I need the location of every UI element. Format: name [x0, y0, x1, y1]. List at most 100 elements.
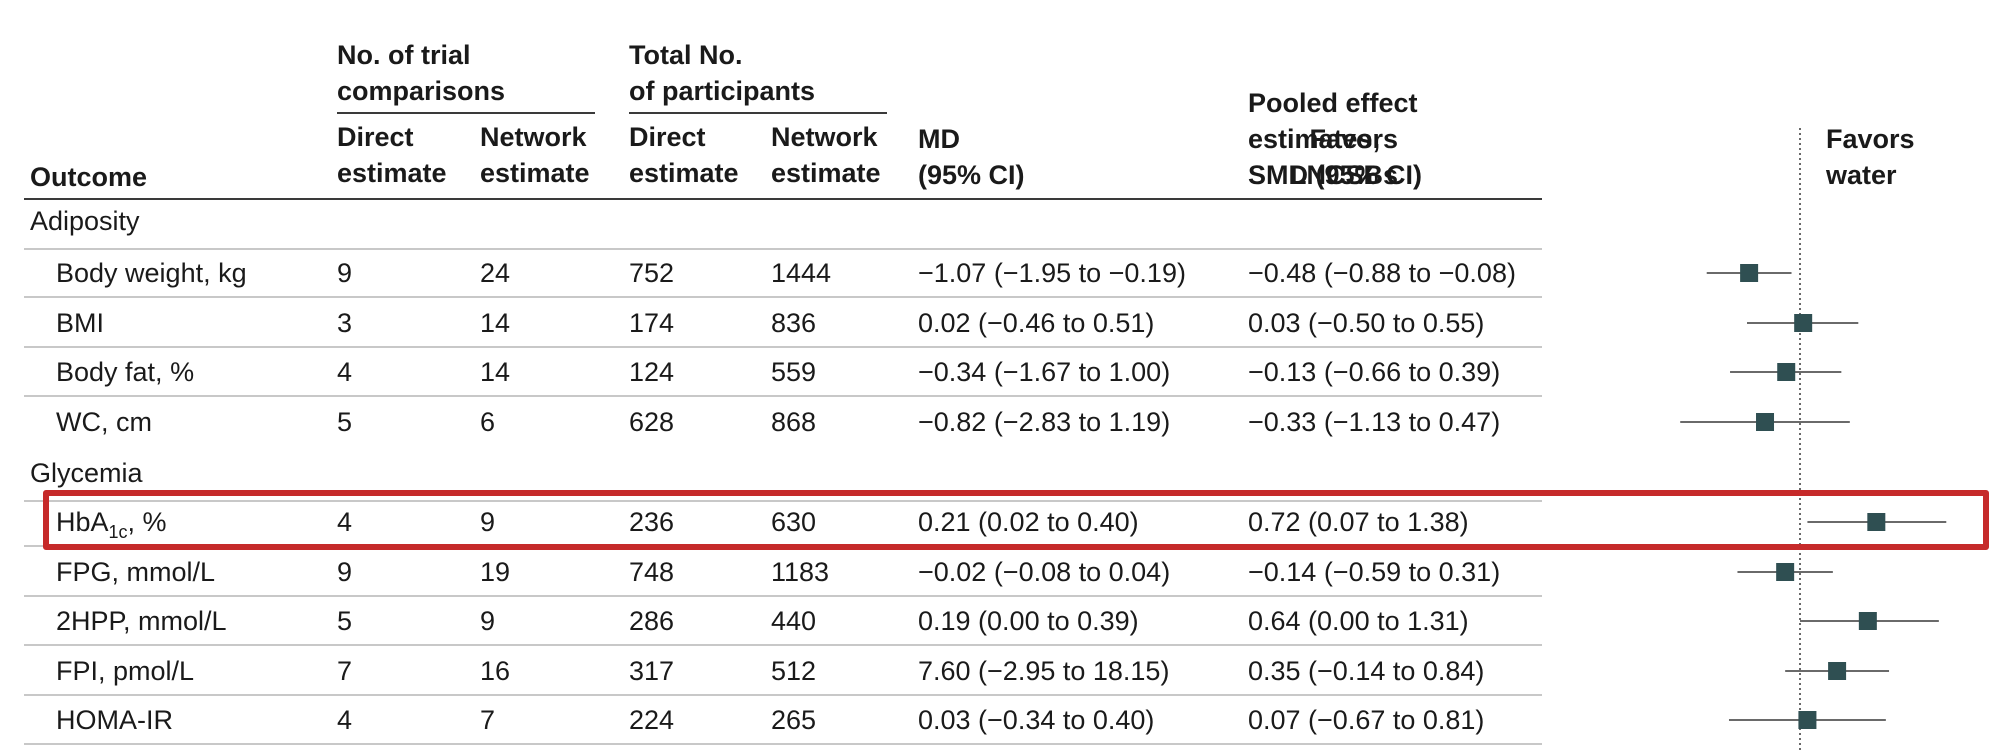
part-network-header-line1: Network [771, 122, 878, 152]
outcome-cell: HbA1c, % [56, 505, 167, 541]
outcome-cell: HOMA-IR [56, 703, 173, 737]
outcome-cell: Body weight, kg [56, 256, 247, 290]
effect-marker [1794, 314, 1813, 332]
outcome-label: HOMA-IR [56, 705, 173, 735]
highlight-box [43, 490, 1989, 550]
favors-right-line2: water [1826, 160, 1897, 190]
part-network-cell: 559 [771, 357, 817, 387]
md-cell: −0.82 (−2.83 to 1.19) [918, 407, 1171, 437]
part-direct-cell: 748 [629, 557, 675, 587]
effect-marker [1858, 612, 1877, 630]
trial-direct-cell: 4 [337, 507, 353, 537]
effect-marker [1798, 711, 1817, 729]
participants-group-rule [629, 112, 887, 114]
part-network-cell: 265 [771, 705, 817, 735]
trial-direct-cell: 4 [337, 705, 353, 735]
trial-network-cell: 9 [480, 606, 496, 636]
outcome-header: Outcome [30, 162, 148, 192]
trial-direct-cell: 9 [337, 258, 353, 288]
smd-cell: 0.64 (0.00 to 1.31) [1248, 606, 1469, 636]
trial-network-cell: 6 [480, 407, 496, 437]
outcome-label: Body weight, kg [56, 258, 247, 288]
effect-marker [1777, 363, 1796, 381]
outcome-cell: 2HPP, mmol/L [56, 604, 227, 638]
part-network-cell: 1183 [771, 557, 830, 587]
trial-group-header-line1: No. of trial [337, 40, 471, 70]
effect-marker [1740, 264, 1759, 282]
part-direct-cell: 752 [629, 258, 675, 288]
trial-network-cell: 7 [480, 705, 496, 735]
row-separator [24, 248, 1542, 250]
row-separator [24, 500, 1542, 502]
md-cell: 0.19 (0.00 to 0.39) [918, 606, 1139, 636]
part-direct-cell: 317 [629, 656, 675, 686]
trial-network-header-line2: estimate [480, 158, 590, 188]
smd-cell: 0.07 (−0.67 to 0.81) [1248, 705, 1485, 735]
outcome-cell: WC, cm [56, 405, 152, 439]
md-cell: 0.03 (−0.34 to 0.40) [918, 705, 1155, 735]
smd-cell: 0.72 (0.07 to 1.38) [1248, 507, 1469, 537]
outcome-label: Body fat, % [56, 357, 195, 387]
outcome-label: WC, cm [56, 407, 152, 437]
outcome-cell: BMI [56, 306, 104, 340]
md-header-line1: MD [918, 124, 960, 154]
outcome-label: 2HPP, mmol/L [56, 606, 227, 636]
md-cell: 7.60 (−2.95 to 18.15) [918, 656, 1170, 686]
part-direct-header-line2: estimate [629, 158, 739, 188]
row-separator [24, 694, 1542, 696]
part-network-cell: 440 [771, 606, 817, 636]
md-cell: −1.07 (−1.95 to −0.19) [918, 258, 1186, 288]
md-cell: 0.02 (−0.46 to 0.51) [918, 308, 1155, 338]
part-direct-header-line1: Direct [629, 122, 706, 152]
smd-cell: 0.03 (−0.50 to 0.55) [1248, 308, 1485, 338]
md-header-line2: (95% CI) [918, 160, 1025, 190]
part-network-cell: 868 [771, 407, 817, 437]
smd-header-line1: Pooled effect [1248, 88, 1418, 118]
smd-cell: 0.35 (−0.14 to 0.84) [1248, 656, 1485, 686]
effect-marker [1828, 662, 1847, 680]
trial-direct-cell: 5 [337, 606, 353, 636]
trial-direct-cell: 3 [337, 308, 353, 338]
favors-left-line2: LNCSBs [1289, 160, 1398, 190]
trial-network-header-line1: Network [480, 122, 587, 152]
effect-marker [1756, 413, 1775, 431]
outcome-label: FPG, mmol/L [56, 557, 216, 587]
effect-marker [1776, 563, 1795, 581]
effect-marker [1867, 513, 1886, 531]
row-separator [24, 395, 1542, 397]
smd-cell: −0.33 (−1.13 to 0.47) [1248, 407, 1501, 437]
trial-direct-header-line2: estimate [337, 158, 447, 188]
part-direct-cell: 286 [629, 606, 675, 636]
smd-cell: −0.48 (−0.88 to −0.08) [1248, 258, 1516, 288]
row-separator [24, 644, 1542, 646]
trial-direct-cell: 9 [337, 557, 353, 587]
trial-direct-cell: 5 [337, 407, 353, 437]
trial-direct-cell: 7 [337, 656, 353, 686]
favors-right-line1: Favors [1826, 124, 1915, 154]
outcome-suffix: , % [127, 507, 167, 537]
trial-network-cell: 16 [480, 656, 511, 686]
part-direct-cell: 174 [629, 308, 675, 338]
header-bottom-rule [24, 198, 1542, 200]
md-cell: 0.21 (0.02 to 0.40) [918, 507, 1139, 537]
trial-direct-header-line1: Direct [337, 122, 414, 152]
smd-header-line2: estimates, [1248, 124, 1381, 154]
part-direct-cell: 124 [629, 357, 675, 387]
smd-cell: −0.14 (−0.59 to 0.31) [1248, 557, 1501, 587]
part-network-cell: 836 [771, 308, 817, 338]
row-separator [24, 296, 1542, 298]
part-network-cell: 1444 [771, 258, 832, 288]
outcome-cell: FPI, pmol/L [56, 654, 194, 688]
md-cell: −0.34 (−1.67 to 1.00) [918, 357, 1171, 387]
outcome-cell: Body fat, % [56, 355, 194, 389]
row-separator [24, 743, 1542, 745]
part-direct-cell: 628 [629, 407, 675, 437]
trial-direct-cell: 4 [337, 357, 353, 387]
participants-group-header-line1: Total No. [629, 40, 743, 70]
row-separator [24, 346, 1542, 348]
outcome-label: HbA [56, 507, 109, 537]
smd-cell: −0.13 (−0.66 to 0.39) [1248, 357, 1501, 387]
part-direct-cell: 224 [629, 705, 675, 735]
section-title: Glycemia [30, 458, 143, 488]
